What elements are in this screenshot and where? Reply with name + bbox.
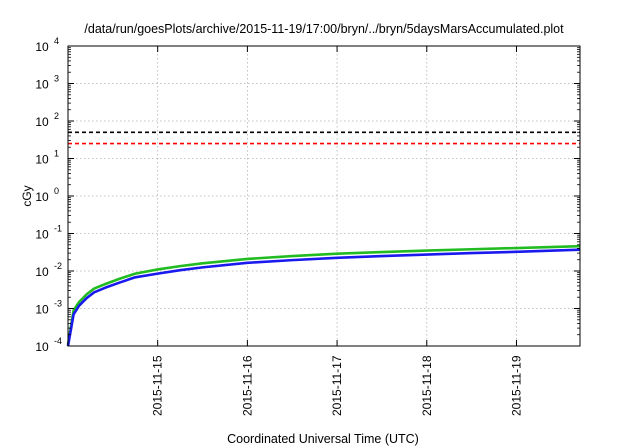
y-tick-label: 10 bbox=[35, 153, 49, 167]
x-tick-labels: 2015-11-15 2015-11-16 2015-11-17 2015-11-18… bbox=[151, 355, 524, 416]
x-tick-label: 2015-11-17 bbox=[330, 355, 344, 416]
y-tick-label: 10 bbox=[35, 340, 49, 354]
series-line-2 bbox=[66, 248, 581, 347]
y-tick-label: 10 bbox=[35, 303, 49, 317]
y-tick-label: 10 bbox=[35, 228, 49, 242]
x-tick-label: 2015-11-16 bbox=[240, 355, 254, 416]
y-tick-label: 10 bbox=[35, 40, 49, 54]
data-series bbox=[66, 244, 581, 347]
y-tick-exponent: 4 bbox=[54, 36, 59, 46]
y-tick-exponent: 2 bbox=[54, 111, 59, 121]
x-tick-label: 2015-11-19 bbox=[509, 355, 523, 416]
axis-ticks bbox=[68, 45, 580, 347]
x-tick-label: 2015-11-18 bbox=[420, 355, 434, 416]
y-tick-label: 10 bbox=[35, 265, 49, 279]
y-tick-exponent: -2 bbox=[54, 261, 62, 271]
reference-lines bbox=[68, 131, 580, 145]
y-tick-exponent: 1 bbox=[54, 149, 59, 159]
y-tick-label: 10 bbox=[35, 78, 49, 92]
y-tick-exponent: -4 bbox=[54, 336, 62, 346]
y-axis-title: cGy bbox=[20, 185, 34, 206]
y-tick-exponent: 0 bbox=[54, 186, 59, 196]
y-tick-label: 10 bbox=[35, 190, 49, 204]
y-tick-label: 10 bbox=[35, 115, 49, 129]
x-tick-label: 2015-11-15 bbox=[151, 355, 165, 416]
series-line-1 bbox=[66, 244, 581, 345]
chart-title: /data/run/goesPlots/archive/2015-11-19/1… bbox=[84, 22, 564, 36]
y-tick-exponent: -3 bbox=[54, 299, 62, 309]
x-axis-title: Coordinated Universal Time (UTC) bbox=[227, 432, 419, 446]
y-tick-exponent: 3 bbox=[54, 74, 59, 84]
y-tick-exponent: -1 bbox=[54, 224, 62, 234]
y-tick-labels: 10 -4 10 -3 10 -2 10 -1 10 0 10 1 10 2 10 3 10 4 bbox=[35, 36, 62, 354]
